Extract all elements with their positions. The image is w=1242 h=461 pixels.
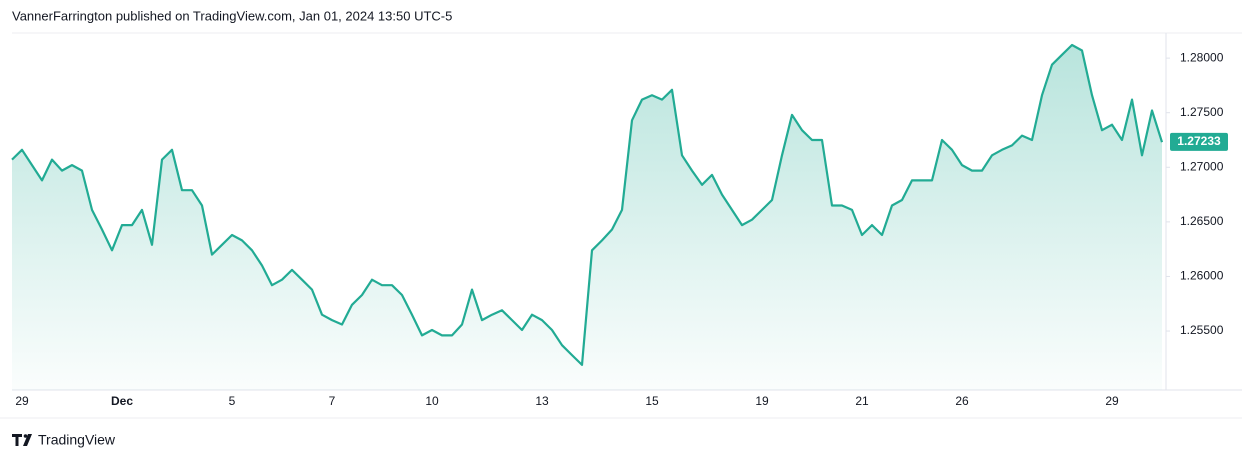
y-tick-label: 1.26500	[1180, 214, 1224, 228]
subtitle: VannerFarrington published on TradingVie…	[12, 8, 452, 23]
y-tick-label: 1.27500	[1180, 105, 1224, 119]
x-tick-label: 29	[1105, 394, 1119, 408]
brand-logo	[12, 434, 32, 446]
x-tick-label: Dec	[111, 394, 133, 408]
last-price-label: 1.27233	[1177, 134, 1221, 148]
y-tick-label: 1.27000	[1180, 159, 1224, 173]
y-tick-label: 1.28000	[1180, 50, 1224, 64]
area-fill	[12, 45, 1162, 390]
plot: 1.25500 1.26000 1.26500 1.27000 1.27500 1.280…	[11, 43, 1228, 408]
y-tick-label: 1.25500	[1180, 323, 1224, 337]
x-tick-label: 13	[535, 394, 549, 408]
x-tick-label: 21	[855, 394, 869, 408]
x-tick-label: 26	[955, 394, 969, 408]
x-tick-label: 15	[645, 394, 659, 408]
brand: TradingView	[38, 432, 116, 448]
x-tick-label: 10	[425, 394, 439, 408]
price-line	[11, 43, 1164, 366]
x-tick-label: 7	[329, 394, 336, 408]
last-price-box	[1170, 132, 1228, 151]
x-tick-label: 29	[15, 394, 29, 408]
x-tick-label: 19	[755, 394, 769, 408]
y-tick-label: 1.26000	[1180, 269, 1224, 283]
x-tick-label: 5	[229, 394, 236, 408]
